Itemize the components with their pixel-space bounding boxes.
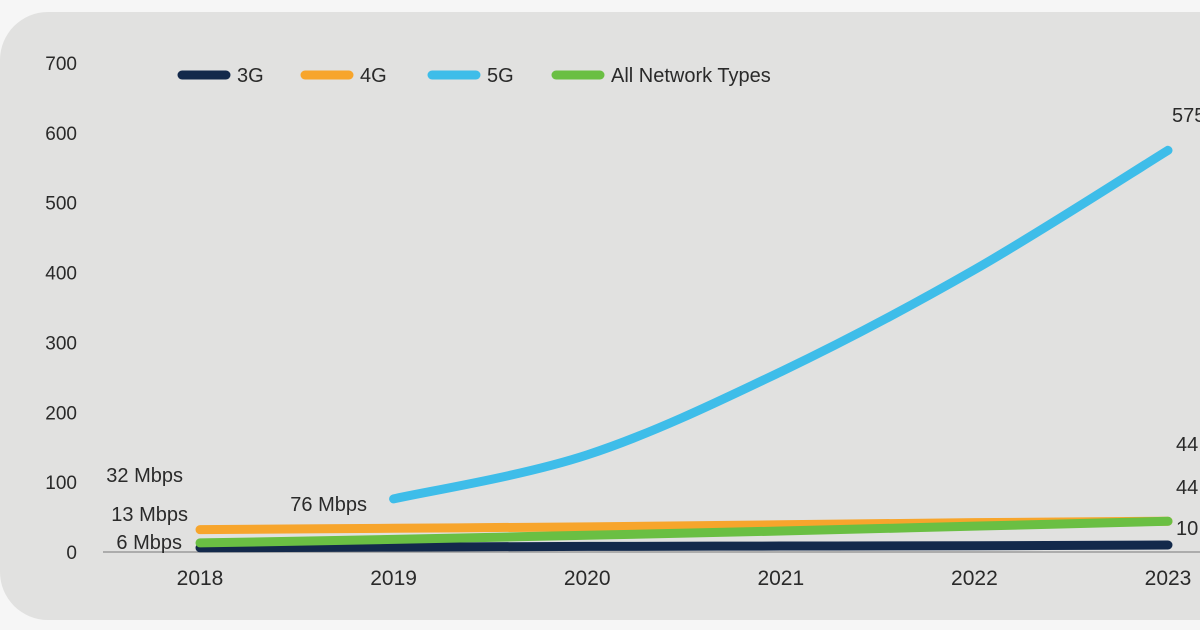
series-line-5g (389, 145, 1173, 504)
legend-label: 5G (487, 65, 514, 87)
x-tick-label: 2019 (370, 567, 417, 590)
start-data-label: 6 Mbps (116, 532, 182, 554)
end-data-label: 44 Mbps (1176, 434, 1200, 456)
y-tick-label: 600 (45, 124, 77, 145)
x-tick-label: 2018 (177, 567, 224, 590)
legend-label: 4G (360, 65, 387, 87)
series-line-3g (195, 540, 1173, 553)
x-tick-label: 2020 (564, 567, 611, 590)
legend-item: 5G (427, 65, 514, 87)
legend-item: 4G (300, 65, 387, 87)
start-data-label: 32 Mbps (106, 465, 183, 487)
y-tick-label: 700 (45, 54, 77, 75)
x-tick-label: 2022 (951, 567, 998, 590)
y-tick-label: 500 (45, 194, 77, 215)
x-tick-label: 2021 (757, 567, 804, 590)
end-data-label: 575 Mbps (1172, 105, 1200, 127)
y-tick-label: 100 (45, 473, 77, 494)
legend-item: 3G (177, 65, 264, 87)
y-tick-label: 200 (45, 403, 77, 424)
legend-label: All Network Types (611, 65, 771, 87)
legend-label: 3G (237, 65, 264, 87)
y-tick-label: 400 (45, 264, 77, 285)
legend-item: All Network Types (551, 65, 771, 87)
x-tick-label: 2023 (1145, 567, 1192, 590)
y-tick-label: 0 (66, 543, 77, 564)
series-line-all-network-types (195, 516, 1173, 548)
end-data-label: 10 Mbps (1176, 518, 1200, 540)
start-data-label: 13 Mbps (111, 504, 188, 526)
end-data-label: 44 Mbps (1176, 477, 1200, 499)
start-data-label: 76 Mbps (290, 494, 367, 516)
y-tick-label: 300 (45, 333, 77, 354)
